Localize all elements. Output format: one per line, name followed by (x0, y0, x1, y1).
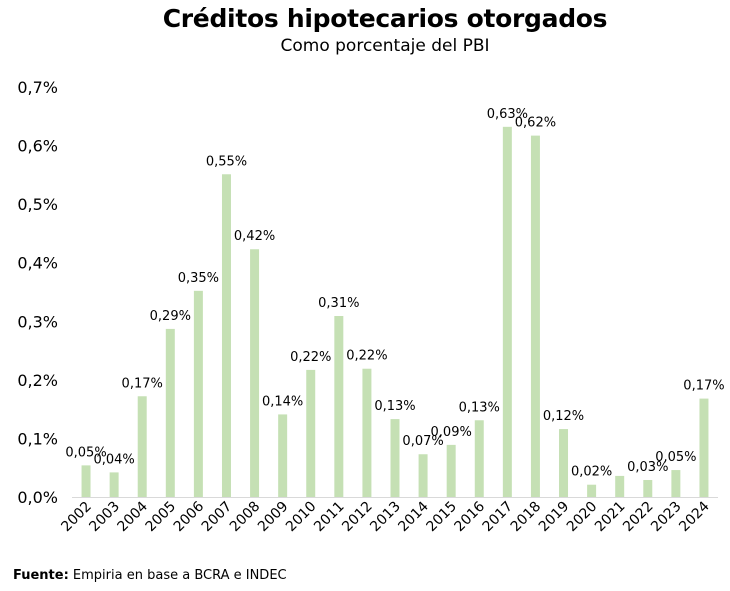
x-tick-label: 2024 (676, 498, 713, 535)
x-tick-label: 2017 (480, 499, 517, 536)
bar (306, 369, 316, 497)
x-tick-label: 2019 (536, 499, 573, 536)
y-tick-label: 0,0% (17, 488, 58, 507)
x-tick-label: 2015 (423, 499, 460, 536)
data-label: 0,22% (346, 349, 387, 364)
data-label: 0,03% (627, 460, 668, 475)
bar (530, 135, 540, 497)
x-tick-label: 2005 (143, 499, 180, 536)
data-label: 0,17% (122, 376, 163, 391)
x-tick-label: 2016 (452, 498, 489, 535)
data-label: 0,62% (515, 116, 556, 131)
x-tick-label: 2014 (395, 498, 432, 535)
bar (559, 429, 569, 497)
chart-title: Créditos hipotecarios otorgados (162, 4, 608, 33)
bar (418, 454, 428, 497)
data-label: 0,13% (459, 400, 500, 415)
data-label: 0,31% (318, 296, 359, 311)
bar (699, 398, 709, 497)
bar (643, 480, 653, 497)
data-label: 0,02% (571, 465, 612, 480)
bar (250, 249, 260, 497)
data-label: 0,35% (178, 271, 219, 286)
y-tick-label: 0,7% (17, 78, 58, 97)
bar (109, 472, 119, 497)
data-label: 0,07% (402, 434, 443, 449)
x-tick-label: 2023 (648, 499, 685, 536)
x-tick-label: 2010 (283, 499, 320, 536)
source-note: Fuente: Empiria en base a BCRA e INDEC (13, 568, 287, 583)
bar (81, 465, 91, 497)
bar (502, 126, 512, 497)
bar (334, 316, 344, 497)
data-label: 0,04% (93, 452, 134, 467)
x-tick-label: 2002 (58, 499, 95, 536)
x-tick-label: 2006 (171, 498, 208, 535)
bar (474, 420, 484, 497)
data-label: 0,22% (290, 350, 331, 365)
bar-chart: 0,0% 0,1% 0,2% 0,3% 0,4% 0,5% 0,6% 0,7% 0,05% 200… (17, 78, 724, 536)
x-tick-label: 2008 (227, 499, 264, 536)
bar (362, 368, 372, 497)
y-tick-label: 0,3% (17, 312, 58, 331)
data-label: 0,17% (683, 379, 724, 394)
data-label: 0,42% (234, 229, 275, 244)
x-tick-label: 2011 (311, 499, 348, 536)
x-tick-label: 2004 (115, 498, 152, 535)
bar (615, 475, 625, 497)
bar (193, 290, 203, 497)
data-label: 0,05% (65, 445, 106, 460)
y-tick-label: 0,1% (17, 429, 58, 448)
data-label: 0,12% (543, 409, 584, 424)
chart-subtitle: Como porcentaje del PBI (280, 36, 490, 56)
x-tick-label: 2012 (339, 499, 376, 536)
data-label: 0,63% (487, 107, 528, 122)
bar (390, 419, 400, 497)
x-tick-label: 2007 (199, 499, 236, 536)
y-tick-label: 0,4% (17, 254, 58, 273)
bar (671, 470, 681, 497)
data-label: 0,09% (431, 425, 472, 440)
y-tick-label: 0,5% (17, 195, 58, 214)
x-tick-label: 2020 (564, 499, 601, 536)
x-tick-label: 2018 (508, 499, 545, 536)
data-label: 0,13% (374, 399, 415, 414)
y-tick-label: 0,6% (17, 137, 58, 156)
x-tick-label: 2013 (367, 499, 404, 536)
data-label: 0,14% (262, 394, 303, 409)
x-tick-label: 2022 (620, 499, 657, 536)
x-tick-label: 2021 (592, 499, 629, 536)
bar (446, 444, 456, 497)
x-tick-label: 2009 (255, 499, 292, 536)
source-text: Empiria en base a BCRA e INDEC (68, 568, 287, 583)
bar (587, 484, 597, 497)
bar (165, 328, 175, 497)
bar (278, 414, 288, 497)
x-tick-label: 2003 (86, 499, 123, 536)
bar (137, 396, 147, 497)
data-label: 0,05% (655, 450, 696, 465)
bar (221, 174, 231, 497)
data-label: 0,55% (206, 154, 247, 169)
source-label: Fuente: (13, 568, 69, 583)
y-tick-label: 0,2% (17, 371, 58, 390)
data-label: 0,29% (150, 309, 191, 324)
